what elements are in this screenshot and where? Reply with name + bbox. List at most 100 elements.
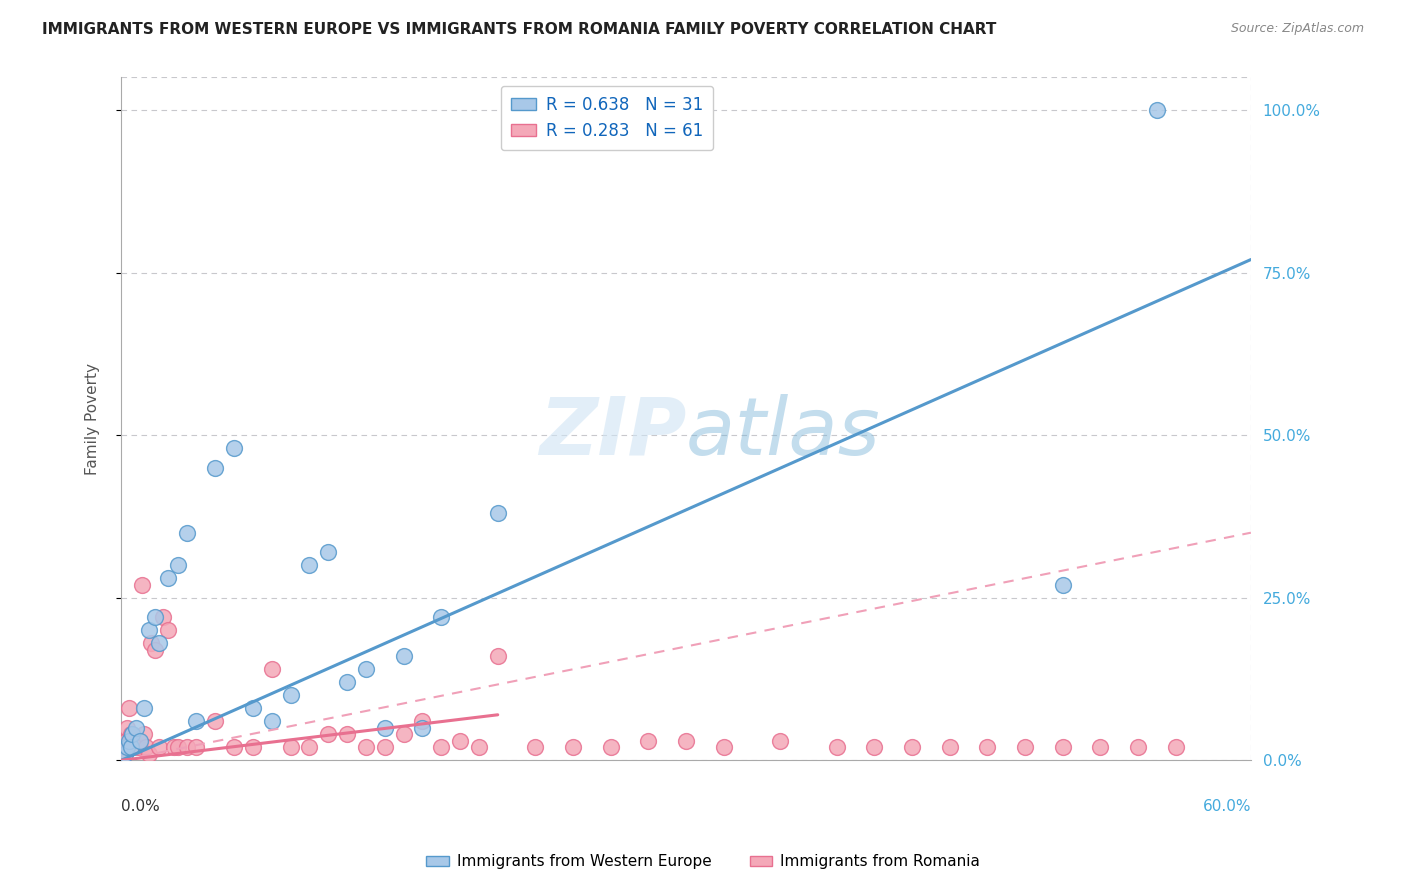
Point — [114, 747, 136, 761]
Point — [468, 740, 491, 755]
Point — [143, 610, 166, 624]
Point — [157, 624, 180, 638]
Point — [242, 740, 264, 755]
Point — [599, 740, 621, 755]
Point — [280, 740, 302, 755]
Text: IMMIGRANTS FROM WESTERN EUROPE VS IMMIGRANTS FROM ROMANIA FAMILY POVERTY CORRELA: IMMIGRANTS FROM WESTERN EUROPE VS IMMIGR… — [42, 22, 997, 37]
Point — [524, 740, 547, 755]
Point — [1052, 578, 1074, 592]
Point — [120, 733, 142, 747]
Point — [486, 506, 509, 520]
Point — [115, 721, 138, 735]
Point — [112, 740, 135, 755]
Point — [111, 747, 134, 761]
Point — [486, 649, 509, 664]
Point — [713, 740, 735, 755]
Point — [1146, 103, 1168, 117]
Point — [141, 636, 163, 650]
Point — [336, 727, 359, 741]
Point — [143, 642, 166, 657]
Point — [769, 733, 792, 747]
Point — [186, 714, 208, 729]
Point — [131, 578, 153, 592]
Point — [176, 525, 198, 540]
Point — [411, 714, 433, 729]
Point — [260, 714, 283, 729]
Point — [204, 460, 226, 475]
Text: Source: ZipAtlas.com: Source: ZipAtlas.com — [1230, 22, 1364, 36]
Point — [163, 740, 186, 755]
Point — [430, 610, 453, 624]
Point — [129, 740, 152, 755]
Point — [125, 740, 148, 755]
Point — [138, 747, 160, 761]
Point — [125, 721, 148, 735]
Point — [186, 740, 208, 755]
Legend: R = 0.638   N = 31, R = 0.283   N = 61: R = 0.638 N = 31, R = 0.283 N = 61 — [501, 86, 713, 150]
Point — [148, 740, 170, 755]
Point — [115, 733, 138, 747]
Point — [120, 740, 142, 755]
Point — [316, 727, 339, 741]
Point — [316, 545, 339, 559]
Point — [242, 701, 264, 715]
Point — [138, 624, 160, 638]
Point — [135, 740, 157, 755]
Point — [354, 662, 377, 676]
Point — [976, 740, 998, 755]
Point — [115, 740, 138, 755]
Point — [411, 721, 433, 735]
Point — [637, 733, 659, 747]
Point — [1052, 740, 1074, 755]
Point — [901, 740, 924, 755]
Point — [121, 740, 143, 755]
Point — [118, 740, 141, 755]
Point — [166, 558, 188, 573]
Point — [1126, 740, 1149, 755]
Point — [392, 727, 415, 741]
Point — [1014, 740, 1036, 755]
Point — [449, 733, 471, 747]
Point — [1164, 740, 1187, 755]
Point — [392, 649, 415, 664]
Point — [1090, 740, 1112, 755]
Point — [863, 740, 886, 755]
Text: 60.0%: 60.0% — [1202, 799, 1251, 814]
Point — [118, 701, 141, 715]
Point — [118, 733, 141, 747]
Point — [354, 740, 377, 755]
Point — [132, 701, 155, 715]
Point — [121, 727, 143, 741]
Point — [124, 733, 146, 747]
Point — [938, 740, 960, 755]
Y-axis label: Family Poverty: Family Poverty — [86, 363, 100, 475]
Legend: Immigrants from Western Europe, Immigrants from Romania: Immigrants from Western Europe, Immigran… — [420, 848, 986, 875]
Point — [336, 675, 359, 690]
Point — [166, 740, 188, 755]
Point — [224, 441, 246, 455]
Point — [117, 740, 139, 755]
Point — [157, 571, 180, 585]
Point — [132, 727, 155, 741]
Point — [374, 721, 396, 735]
Point — [148, 636, 170, 650]
Point — [260, 662, 283, 676]
Point — [121, 727, 143, 741]
Point — [127, 733, 149, 747]
Point — [298, 740, 321, 755]
Point — [114, 747, 136, 761]
Point — [374, 740, 396, 755]
Point — [204, 714, 226, 729]
Point — [129, 733, 152, 747]
Point — [176, 740, 198, 755]
Point — [298, 558, 321, 573]
Point — [562, 740, 585, 755]
Point — [430, 740, 453, 755]
Text: 0.0%: 0.0% — [121, 799, 160, 814]
Point — [280, 688, 302, 702]
Point — [152, 610, 174, 624]
Text: ZIP: ZIP — [538, 393, 686, 472]
Text: atlas: atlas — [686, 393, 880, 472]
Point — [825, 740, 848, 755]
Point — [224, 740, 246, 755]
